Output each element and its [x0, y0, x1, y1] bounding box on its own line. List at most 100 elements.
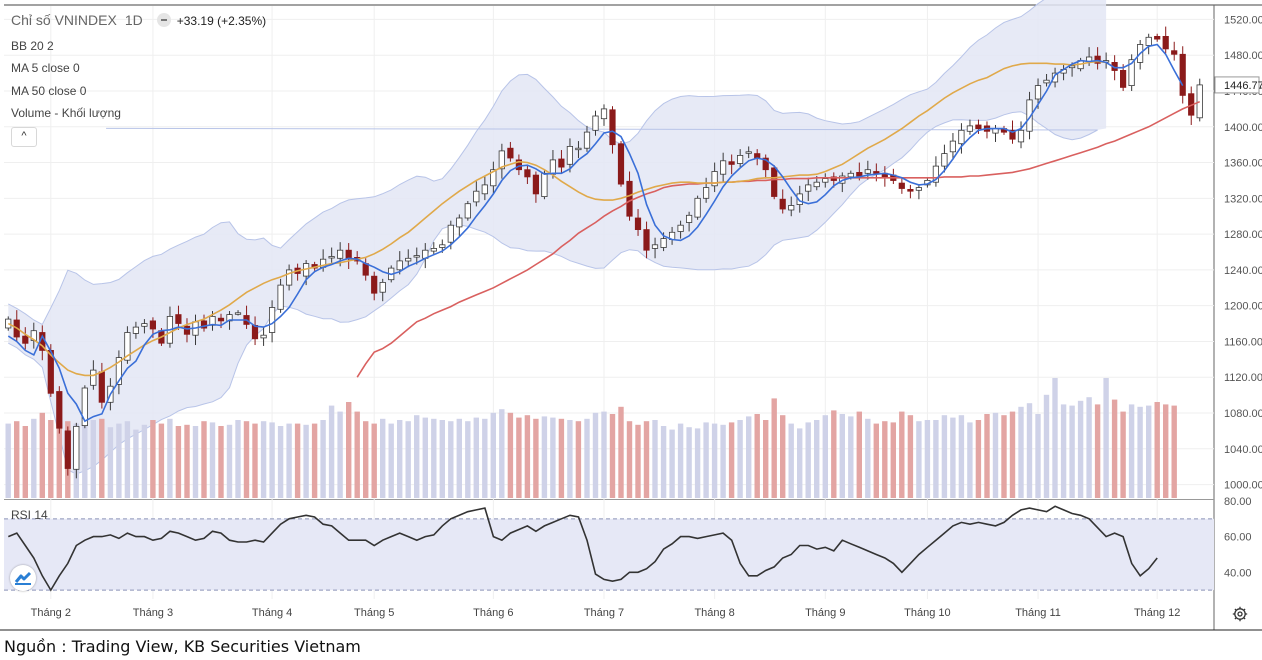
- volume-bar: [235, 420, 241, 498]
- volume-bar: [746, 416, 752, 498]
- symbol-title[interactable]: Chỉ số VNINDEX: [11, 12, 117, 28]
- volume-bar: [1086, 397, 1092, 498]
- volume-bar: [643, 421, 650, 498]
- price-tick-label: 1000.00: [1224, 480, 1262, 492]
- volume-bar: [516, 417, 522, 498]
- volume-bar: [958, 415, 965, 498]
- candle: [22, 335, 29, 344]
- volume-bar: [90, 420, 96, 498]
- rsi-tick-label: 60.00: [1224, 532, 1252, 544]
- candle: [771, 167, 778, 197]
- volume-bar: [243, 421, 250, 498]
- legend-volume[interactable]: Volume - Khối lượng: [11, 106, 121, 120]
- month-tick-label: Tháng 5: [354, 607, 394, 619]
- legend-ma5[interactable]: MA 5 close 0: [11, 61, 80, 75]
- chart-title-row: Chỉ số VNINDEX 1D +33.19 (+2.35%): [11, 12, 266, 28]
- candle: [413, 255, 420, 258]
- candle: [1179, 53, 1186, 96]
- volume-bar: [354, 411, 360, 498]
- volume-bar: [550, 417, 556, 498]
- volume-bar: [856, 411, 862, 498]
- volume-bar: [14, 421, 20, 498]
- volume-bar: [907, 415, 914, 498]
- volume-bar: [967, 422, 973, 498]
- rsi-tick-label: 80.00: [1224, 496, 1252, 508]
- volume-bar: [822, 415, 828, 498]
- candle: [464, 203, 471, 219]
- volume-bar: [277, 426, 284, 498]
- volume-bar: [771, 398, 777, 498]
- month-tick-label: Tháng 11: [1015, 607, 1061, 619]
- candle: [175, 314, 182, 324]
- price-tick-label: 1240.00: [1224, 265, 1262, 277]
- volume-bar: [941, 415, 948, 498]
- volume-bar: [388, 423, 394, 498]
- volume-bar: [728, 422, 735, 498]
- volume-bar: [116, 423, 122, 498]
- volume-bar: [754, 414, 760, 498]
- candle: [932, 165, 940, 183]
- volume-bar: [567, 420, 573, 498]
- tradingview-logo-icon[interactable]: [10, 565, 36, 591]
- volume-bar: [175, 426, 182, 498]
- ma50-line: [356, 100, 1201, 378]
- legend-rsi[interactable]: RSI 14: [11, 508, 48, 522]
- last-price-box: [1214, 76, 1260, 94]
- volume-bar: [490, 412, 496, 498]
- candle: [481, 184, 488, 195]
- candle: [592, 115, 599, 131]
- volume-bar: [107, 427, 114, 498]
- candle: [251, 324, 259, 340]
- legend-ma50[interactable]: MA 50 close 0: [11, 84, 87, 98]
- bollinger-lower-line: [8, 111, 1098, 475]
- ma20-line: [7, 60, 1107, 377]
- candle: [336, 249, 344, 259]
- candle: [813, 181, 820, 188]
- candle: [234, 312, 242, 315]
- candle: [1154, 36, 1161, 40]
- candle: [864, 169, 871, 174]
- legend-bb[interactable]: BB 20 2: [11, 39, 54, 53]
- volume-bar: [141, 424, 148, 498]
- volume-bar: [1094, 404, 1101, 498]
- minus-icon[interactable]: [156, 13, 171, 27]
- candle: [405, 257, 412, 262]
- price-change: +33.19 (+2.35%): [176, 14, 267, 28]
- gear-icon[interactable]: [1232, 606, 1248, 622]
- candle: [1026, 99, 1033, 132]
- volume-bar: [873, 423, 879, 498]
- price-tick-label: 1040.00: [1224, 444, 1262, 456]
- candle: [200, 320, 208, 329]
- candle: [447, 224, 454, 243]
- volume-bar: [56, 427, 62, 498]
- candle: [583, 131, 591, 149]
- candle: [1069, 65, 1076, 69]
- month-tick-label: Tháng 6: [473, 607, 513, 619]
- volume-bar: [839, 414, 845, 498]
- volume-bar: [686, 427, 692, 498]
- candle: [1171, 50, 1178, 55]
- collapse-legend-button[interactable]: ^: [11, 127, 37, 147]
- candle: [268, 307, 276, 333]
- candle: [541, 172, 548, 198]
- candle: [149, 320, 156, 330]
- volume-bar: [1077, 400, 1084, 498]
- candle: [1051, 72, 1059, 83]
- volume-bar: [22, 426, 28, 498]
- month-tick-label: Tháng 3: [133, 607, 173, 619]
- candle: [600, 108, 608, 120]
- volume-bar: [1128, 404, 1135, 498]
- interval-label[interactable]: 1D: [124, 12, 143, 28]
- volume-bar: [31, 418, 37, 498]
- volume-bar: [780, 415, 786, 498]
- volume-bar: [1137, 406, 1143, 498]
- volume-bar: [1069, 405, 1075, 498]
- volume-bar: [1171, 405, 1177, 498]
- rsi-tick-label: 40.00: [1224, 567, 1252, 579]
- price-tick-label: 1080.00: [1224, 408, 1262, 420]
- month-tick-label: Tháng 4: [252, 607, 292, 619]
- volume-bar: [609, 414, 616, 498]
- volume-bar: [975, 420, 982, 498]
- volume-bar: [405, 421, 411, 498]
